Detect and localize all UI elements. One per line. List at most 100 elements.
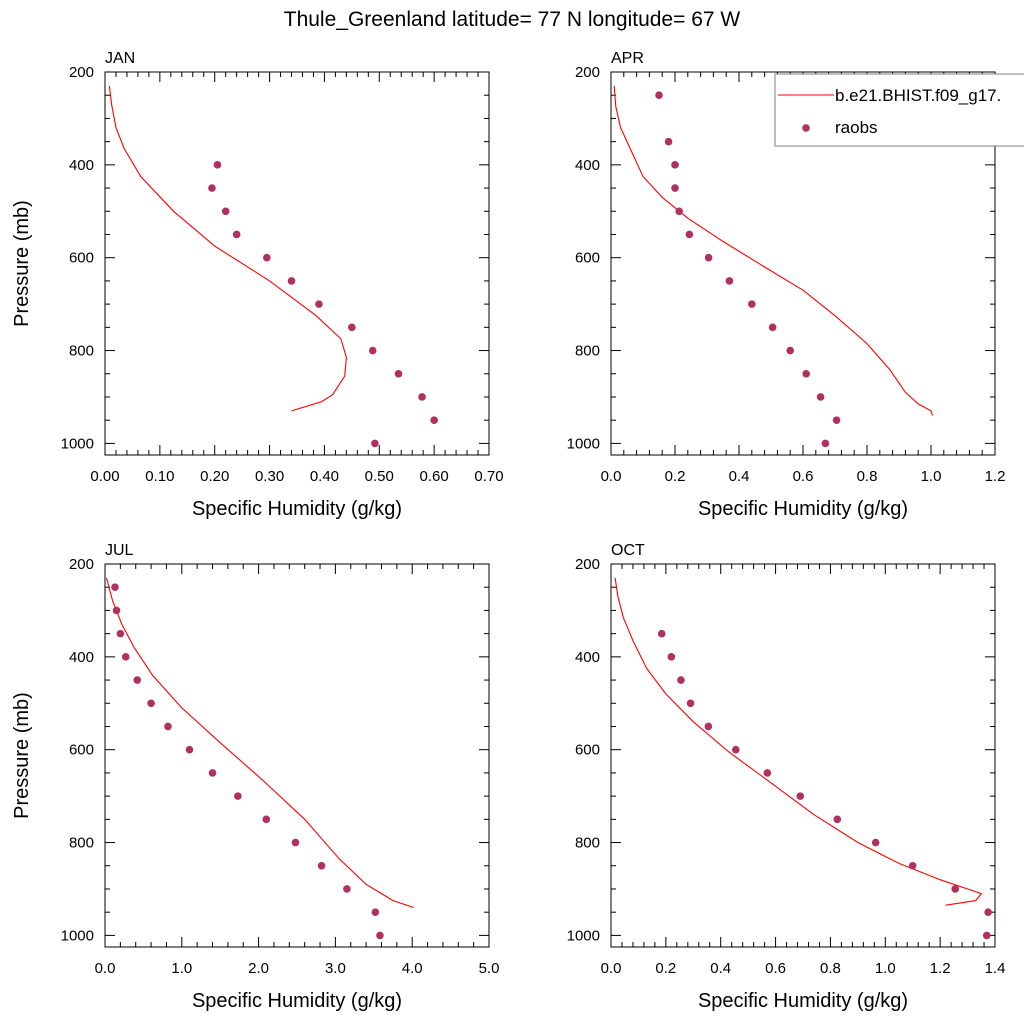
raobs-point [287, 277, 296, 285]
x-tick-label: 0.20 [200, 468, 229, 485]
raobs-point [704, 253, 713, 262]
x-tick-label: 3.0 [325, 960, 346, 977]
legend-entry-label: raobs [835, 118, 878, 137]
raobs-point [763, 769, 772, 777]
raobs-point [686, 699, 695, 708]
raobs-point [675, 207, 683, 216]
y-tick-label: 600 [69, 742, 94, 759]
x-axis-label: Specific Humidity (g/kg) [698, 498, 908, 520]
x-tick-label: 0.2 [665, 468, 686, 485]
legend-marker-swatch [802, 124, 810, 132]
raobs-point [871, 838, 880, 847]
raobs-point [671, 161, 679, 169]
raobs-point [657, 629, 666, 638]
x-axis-label: Specific Humidity (g/kg) [192, 498, 402, 520]
y-tick-label: 1000 [61, 927, 94, 944]
raobs-point [671, 184, 679, 192]
x-tick-label: 2.0 [248, 960, 269, 977]
raobs-point [232, 230, 241, 239]
raobs-point [655, 91, 663, 100]
raobs-point [394, 369, 403, 378]
raobs-point [371, 439, 379, 448]
y-axis-label: Pressure (mb) [11, 200, 33, 327]
x-tick-label: 0.4 [710, 960, 731, 977]
panel-jan: 0.00 0.10 0.20 0.30 0.40 0.50 0.60 0.70 200 400 60… [11, 50, 504, 520]
raobs-point [234, 792, 242, 800]
model-profile-line [614, 577, 983, 906]
raobs-point [748, 300, 756, 308]
legend-box [774, 73, 1024, 147]
raobs-point [368, 346, 377, 355]
raobs-point [116, 629, 125, 638]
raobs-point [732, 745, 740, 754]
raobs-point [667, 653, 676, 661]
y-tick-label: 600 [575, 742, 600, 759]
raobs-point [418, 393, 426, 401]
raobs-point [951, 885, 960, 893]
x-tick-label: 0.70 [474, 468, 503, 485]
y-tick-label: 400 [69, 157, 94, 174]
raobs-point [664, 137, 673, 146]
raobs-point [208, 769, 217, 777]
raobs-point [112, 606, 121, 615]
model-profile-line [108, 85, 347, 412]
x-tick-label: 0.0 [95, 960, 116, 977]
y-tick-label: 400 [575, 649, 600, 666]
x-tick-label: 0.8 [857, 468, 878, 485]
x-tick-label: 0.8 [820, 960, 841, 977]
raobs-point [317, 861, 326, 870]
y-tick-label: 400 [575, 157, 600, 174]
x-tick-label: 0.50 [365, 468, 394, 485]
raobs-point [262, 815, 271, 824]
legend: b.e21.BHIST.f09_g17.raobs [774, 73, 1024, 147]
raobs-point [802, 369, 810, 378]
y-tick-label: 1000 [61, 435, 94, 452]
model-profile-line [105, 577, 414, 909]
raobs-point [984, 908, 992, 916]
plot-frame [610, 563, 996, 948]
x-tick-label: 0.10 [145, 468, 174, 485]
raobs-point [833, 815, 842, 824]
raobs-point [685, 230, 694, 239]
raobs-point [430, 416, 438, 424]
raobs-point [371, 908, 380, 916]
raobs-point [376, 931, 384, 940]
raobs-point [208, 184, 216, 192]
x-tick-label: 0.0 [601, 468, 622, 485]
x-tick-label: 0.60 [420, 468, 449, 485]
x-tick-label: 1.2 [985, 468, 1006, 485]
y-tick-label: 600 [69, 250, 94, 267]
raobs-point [704, 722, 713, 731]
raobs-point [908, 861, 917, 870]
raobs-point [343, 885, 351, 893]
raobs-point [821, 439, 830, 448]
x-tick-label: 1.0 [921, 468, 942, 485]
x-tick-label: 0.30 [255, 468, 284, 485]
y-tick-label: 200 [69, 64, 94, 81]
raobs-point [832, 416, 841, 424]
figure-title: Thule_Greenland latitude= 77 N longitude… [284, 8, 741, 31]
x-tick-label: 0.0 [601, 960, 622, 977]
model-profile-line [613, 85, 934, 416]
x-tick-label: 1.0 [171, 960, 192, 977]
raobs-point [111, 583, 119, 592]
raobs-point [133, 676, 142, 684]
raobs-point [147, 699, 155, 708]
raobs-point [796, 792, 805, 800]
y-tick-label: 800 [575, 835, 600, 852]
panel-apr: 0.0 0.2 0.4 0.6 0.8 1.0 1.2 200 400 600 800 1000 APR… [567, 50, 1006, 520]
y-tick-label: 1000 [567, 435, 600, 452]
x-axis-label: Specific Humidity (g/kg) [192, 990, 402, 1012]
raobs-point [768, 323, 777, 332]
y-tick-label: 800 [69, 343, 94, 360]
legend-entry-label: b.e21.BHIST.f09_g17. [835, 86, 1001, 105]
panel-title: JAN [105, 50, 135, 67]
y-tick-label: 200 [575, 64, 600, 81]
raobs-point [786, 346, 794, 355]
raobs-point [725, 277, 734, 285]
x-tick-label: 1.0 [875, 960, 896, 977]
panel-title: JUL [105, 542, 134, 559]
raobs-point [315, 300, 323, 308]
plot-frame [104, 71, 490, 456]
